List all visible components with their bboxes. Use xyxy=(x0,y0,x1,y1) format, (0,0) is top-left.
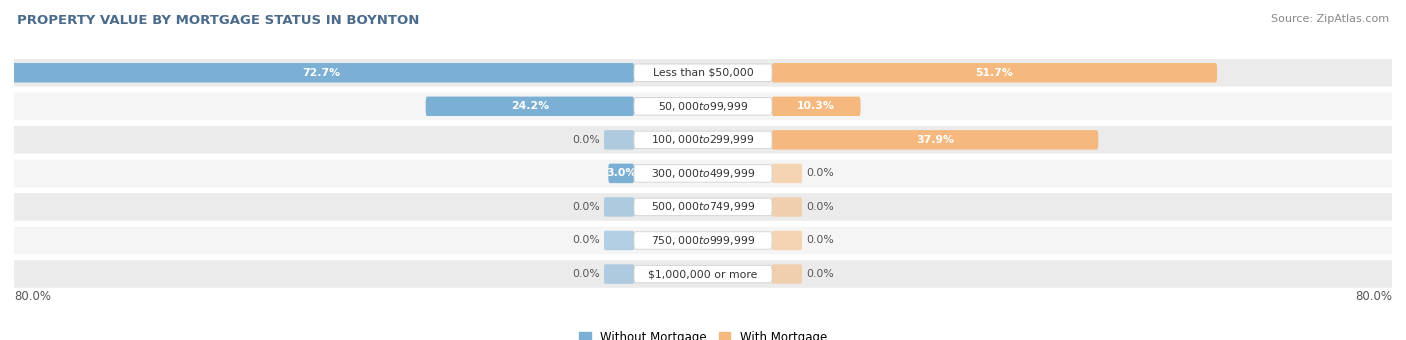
FancyBboxPatch shape xyxy=(634,198,772,216)
Text: PROPERTY VALUE BY MORTGAGE STATUS IN BOYNTON: PROPERTY VALUE BY MORTGAGE STATUS IN BOY… xyxy=(17,14,419,27)
FancyBboxPatch shape xyxy=(8,63,634,83)
FancyBboxPatch shape xyxy=(772,63,1218,83)
Text: 0.0%: 0.0% xyxy=(807,202,834,212)
FancyBboxPatch shape xyxy=(772,264,801,284)
Text: 24.2%: 24.2% xyxy=(510,101,548,111)
FancyBboxPatch shape xyxy=(10,227,1396,254)
Text: $100,000 to $299,999: $100,000 to $299,999 xyxy=(651,133,755,146)
Text: 3.0%: 3.0% xyxy=(606,168,637,179)
Text: $50,000 to $99,999: $50,000 to $99,999 xyxy=(658,100,748,113)
FancyBboxPatch shape xyxy=(10,59,1396,86)
FancyBboxPatch shape xyxy=(634,165,772,182)
FancyBboxPatch shape xyxy=(605,197,634,217)
Text: 0.0%: 0.0% xyxy=(807,269,834,279)
Text: 0.0%: 0.0% xyxy=(572,202,599,212)
FancyBboxPatch shape xyxy=(10,193,1396,221)
Text: 0.0%: 0.0% xyxy=(572,236,599,245)
FancyBboxPatch shape xyxy=(634,64,772,82)
FancyBboxPatch shape xyxy=(634,232,772,249)
Text: $1,000,000 or more: $1,000,000 or more xyxy=(648,269,758,279)
FancyBboxPatch shape xyxy=(772,197,801,217)
FancyBboxPatch shape xyxy=(772,130,1098,150)
FancyBboxPatch shape xyxy=(10,260,1396,288)
FancyBboxPatch shape xyxy=(634,265,772,283)
Text: 0.0%: 0.0% xyxy=(572,269,599,279)
Text: $500,000 to $749,999: $500,000 to $749,999 xyxy=(651,201,755,214)
FancyBboxPatch shape xyxy=(605,264,634,284)
FancyBboxPatch shape xyxy=(634,131,772,149)
Text: Less than $50,000: Less than $50,000 xyxy=(652,68,754,78)
FancyBboxPatch shape xyxy=(10,126,1396,154)
FancyBboxPatch shape xyxy=(10,160,1396,187)
Text: $750,000 to $999,999: $750,000 to $999,999 xyxy=(651,234,755,247)
FancyBboxPatch shape xyxy=(605,130,634,150)
Text: 0.0%: 0.0% xyxy=(572,135,599,145)
Text: 0.0%: 0.0% xyxy=(807,236,834,245)
FancyBboxPatch shape xyxy=(609,164,634,183)
Text: 72.7%: 72.7% xyxy=(302,68,340,78)
Text: 51.7%: 51.7% xyxy=(976,68,1014,78)
FancyBboxPatch shape xyxy=(772,164,801,183)
Text: 0.0%: 0.0% xyxy=(807,168,834,179)
Text: 10.3%: 10.3% xyxy=(797,101,835,111)
Text: 80.0%: 80.0% xyxy=(14,290,51,303)
FancyBboxPatch shape xyxy=(10,92,1396,120)
Text: 80.0%: 80.0% xyxy=(1355,290,1392,303)
Text: Source: ZipAtlas.com: Source: ZipAtlas.com xyxy=(1271,14,1389,23)
FancyBboxPatch shape xyxy=(605,231,634,250)
Legend: Without Mortgage, With Mortgage: Without Mortgage, With Mortgage xyxy=(574,326,832,340)
FancyBboxPatch shape xyxy=(634,98,772,115)
FancyBboxPatch shape xyxy=(426,97,634,116)
FancyBboxPatch shape xyxy=(772,97,860,116)
Text: $300,000 to $499,999: $300,000 to $499,999 xyxy=(651,167,755,180)
FancyBboxPatch shape xyxy=(772,231,801,250)
Text: 37.9%: 37.9% xyxy=(917,135,955,145)
